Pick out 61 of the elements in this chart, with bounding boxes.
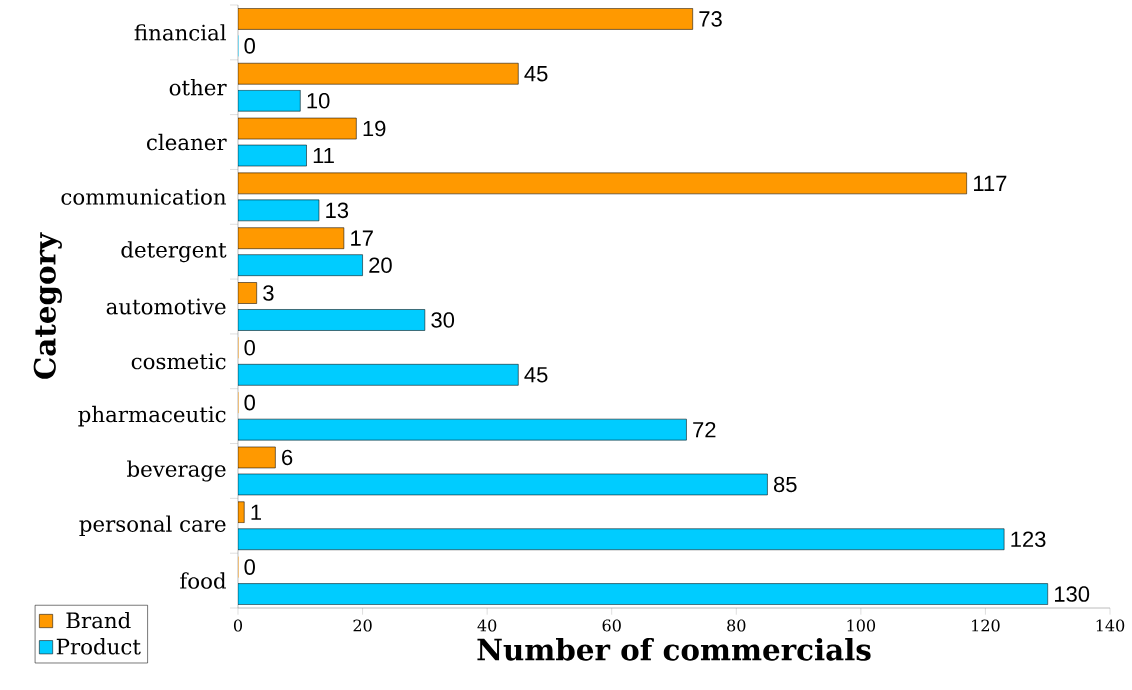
data-label: 0 <box>244 38 255 54</box>
y-tick-label: detergent <box>121 241 227 263</box>
data-label: 11 <box>313 147 334 164</box>
data-label: 130 <box>1054 586 1090 602</box>
bar <box>238 446 276 469</box>
data-label: 72 <box>693 421 716 438</box>
legend-label: Brand <box>66 611 131 629</box>
bar <box>238 254 363 276</box>
bar <box>238 364 519 386</box>
data-label: 45 <box>524 367 548 383</box>
x-axis-title: Number of commercials <box>477 637 871 661</box>
data-label: 0 <box>244 340 255 356</box>
y-tick-label: communication <box>61 188 227 205</box>
bar <box>238 473 768 496</box>
y-tick-label: automotive <box>106 298 226 315</box>
x-tick-label: 20 <box>353 619 372 632</box>
x-tick-label: 80 <box>727 619 746 632</box>
y-tick-label: cosmetic <box>131 353 226 370</box>
y-axis-title: Category <box>33 232 62 379</box>
bar <box>238 62 519 85</box>
y-tick-label: cleaner <box>147 133 227 151</box>
bar <box>238 583 1048 605</box>
data-label: 85 <box>773 476 797 493</box>
data-label: 45 <box>524 66 548 82</box>
legend-label: Product <box>56 638 141 655</box>
bar <box>238 418 687 441</box>
data-label: 19 <box>363 120 386 137</box>
x-tick-label: 100 <box>847 619 876 632</box>
data-label: 1 <box>251 504 261 520</box>
data-label: 6 <box>282 449 293 466</box>
y-tick-label: pharmaceutic <box>78 405 226 427</box>
bar <box>238 309 426 331</box>
data-label: 13 <box>326 202 349 219</box>
x-tick-label: 40 <box>477 619 497 632</box>
y-tick-label: personal care <box>79 515 226 537</box>
data-label: 3 <box>263 285 274 301</box>
data-label: 0 <box>244 394 255 411</box>
data-label: 10 <box>307 92 330 109</box>
y-tick-label: food <box>180 572 226 589</box>
x-tick-label: 60 <box>602 619 621 632</box>
y-tick-label: beverage <box>127 460 226 482</box>
x-tick-label: 140 <box>1096 619 1125 632</box>
bar <box>238 227 345 249</box>
y-tick-label: financial <box>134 24 226 41</box>
y-tick-label: other <box>169 78 227 96</box>
data-label: 30 <box>431 312 455 328</box>
bar <box>238 8 693 30</box>
bar <box>238 501 245 524</box>
data-label: 0 <box>244 559 255 575</box>
data-label: 117 <box>974 175 1007 191</box>
data-label: 123 <box>1011 531 1046 548</box>
data-label: 73 <box>699 11 722 27</box>
bar <box>238 172 968 195</box>
bar <box>238 528 1005 551</box>
x-tick-label: 0 <box>233 619 243 632</box>
data-label: 20 <box>369 257 392 273</box>
bar <box>238 282 257 304</box>
bar <box>238 117 357 140</box>
x-tick-label: 120 <box>972 619 1000 632</box>
data-label: 17 <box>351 230 373 246</box>
bar <box>238 89 301 112</box>
